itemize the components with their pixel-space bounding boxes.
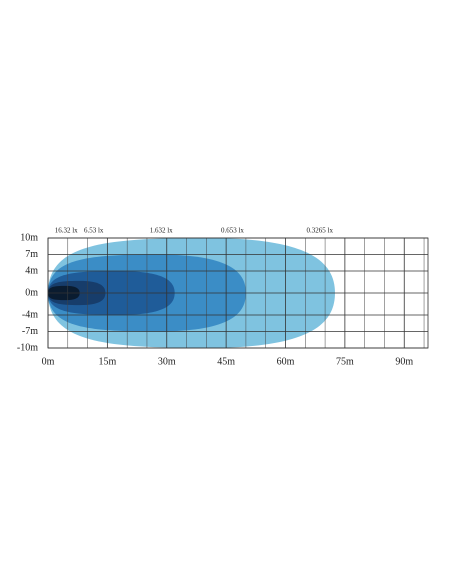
y-tick-label: -7m xyxy=(22,326,38,337)
y-tick-label: 10m xyxy=(20,232,38,243)
lux-label: 1.632 lx xyxy=(150,227,173,235)
y-tick-label: 7m xyxy=(25,249,38,260)
x-tick-label: 15m xyxy=(98,356,116,367)
lux-label: 6.53 lx xyxy=(84,227,104,235)
x-tick-label: 45m xyxy=(217,356,235,367)
lux-label: 16.32 lx xyxy=(55,227,78,235)
lux-label: 0.3265 lx xyxy=(307,227,334,235)
lux-label: 0.653 lx xyxy=(221,227,244,235)
x-tick-label: 30m xyxy=(158,356,176,367)
y-tick-label: 4m xyxy=(25,265,38,276)
x-tick-label: 0m xyxy=(42,356,55,367)
x-tick-label: 75m xyxy=(336,356,354,367)
y-tick-label: -4m xyxy=(22,309,38,320)
y-tick-label: -10m xyxy=(17,342,38,353)
y-tick-label: 0m xyxy=(25,287,38,298)
plot-border xyxy=(47,237,429,349)
x-tick-label: 60m xyxy=(277,356,295,367)
x-tick-label: 90m xyxy=(395,356,413,367)
